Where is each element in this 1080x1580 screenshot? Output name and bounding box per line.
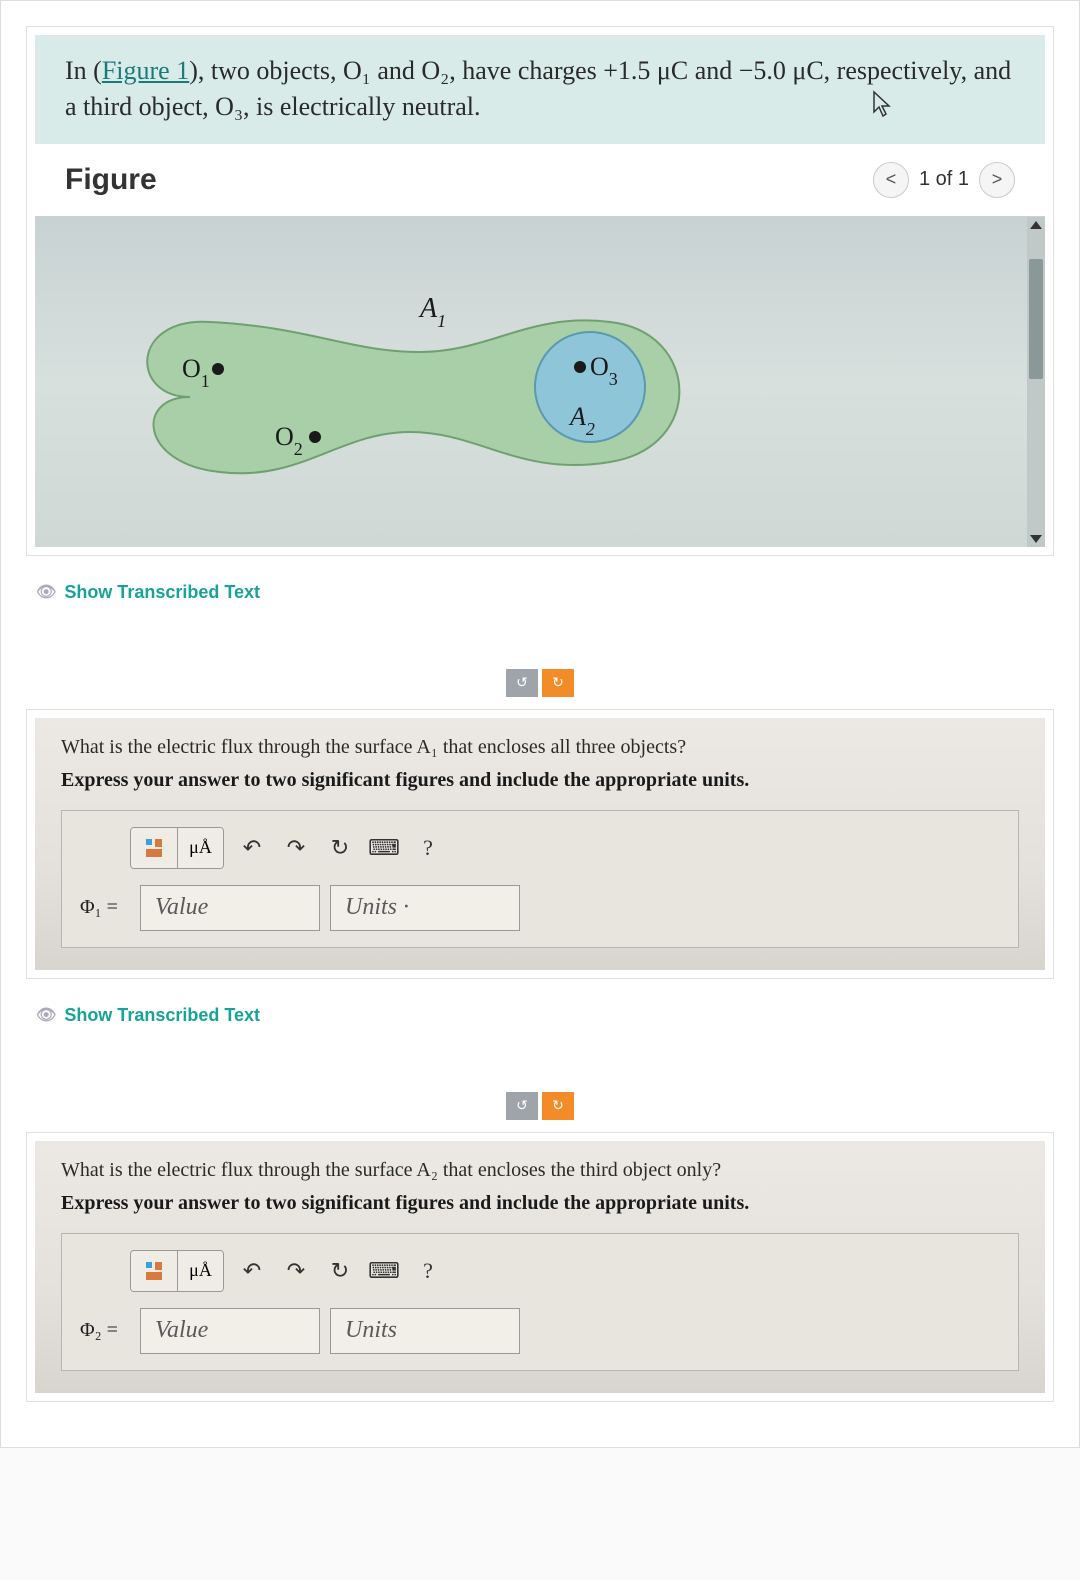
refresh-cw-button[interactable]: ↻: [542, 669, 574, 697]
question-2-card: What is the electric flux through the su…: [26, 1132, 1054, 1402]
show-transcribed-link-1[interactable]: 👁 Show Transcribed Text: [26, 576, 1054, 609]
o1-dot: [212, 363, 224, 375]
units-button[interactable]: μÅ: [177, 1251, 223, 1291]
redo-button[interactable]: ↷: [280, 832, 312, 864]
redo-button[interactable]: ↷: [280, 1255, 312, 1287]
refresh-ccw-button[interactable]: ↺: [506, 1092, 538, 1120]
keyboard-button[interactable]: ⌨: [368, 1255, 400, 1287]
figure-pager: < 1 of 1 >: [873, 162, 1015, 198]
templates-button-group: μÅ: [130, 1250, 224, 1292]
figure-svg: O1 O2 O3 A1 A2: [90, 277, 730, 507]
q1-units-input[interactable]: Units ·: [330, 885, 520, 931]
q2-value-input[interactable]: Value: [140, 1308, 320, 1354]
q1-variable-label: Φ₁ =: [80, 896, 130, 919]
question-1: What is the electric flux through the su…: [35, 718, 1045, 970]
q1-text: What is the electric flux through the su…: [61, 736, 1019, 759]
figure-link[interactable]: Figure 1: [102, 56, 189, 85]
pager-prev-button[interactable]: <: [873, 162, 909, 198]
units-button[interactable]: μÅ: [177, 828, 223, 868]
q2-variable-label: Φ₂ =: [80, 1319, 130, 1342]
show-transcribed-label: Show Transcribed Text: [64, 582, 260, 603]
scroll-down-icon[interactable]: [1030, 535, 1042, 543]
show-transcribed-link-2[interactable]: 👁 Show Transcribed Text: [26, 999, 1054, 1032]
refresh-controls-1: ↺ ↻: [26, 669, 1054, 697]
undo-button[interactable]: ↶: [236, 832, 268, 864]
q1-answer-box: μÅ ↶ ↷ ↻ ⌨ ? Φ₁ = Value Units ·: [61, 810, 1019, 948]
reset-button[interactable]: ↻: [324, 1255, 356, 1287]
q1-instruction: Express your answer to two significant f…: [61, 769, 1019, 792]
q1-input-row: Φ₁ = Value Units ·: [80, 885, 1000, 931]
o2-dot: [309, 431, 321, 443]
problem-body: ), two objects, O₁ and O₂, have charges …: [65, 56, 1011, 121]
help-button[interactable]: ?: [412, 1255, 444, 1287]
scroll-up-icon[interactable]: [1030, 221, 1042, 229]
scroll-thumb[interactable]: [1029, 259, 1043, 379]
q2-toolbar: μÅ ↶ ↷ ↻ ⌨ ?: [80, 1250, 1000, 1292]
keyboard-button[interactable]: ⌨: [368, 832, 400, 864]
o3-dot: [574, 361, 586, 373]
question-1-card: What is the electric flux through the su…: [26, 709, 1054, 979]
q2-text: What is the electric flux through the su…: [61, 1159, 1019, 1182]
problem-prefix: In (: [65, 56, 102, 85]
q1-toolbar: μÅ ↶ ↷ ↻ ⌨ ?: [80, 827, 1000, 869]
question-2: What is the electric flux through the su…: [35, 1141, 1045, 1393]
pager-label: 1 of 1: [919, 168, 969, 191]
a1-label: A1: [418, 293, 446, 331]
figure-title: Figure: [65, 163, 157, 197]
problem-statement: In (Figure 1), two objects, O₁ and O₂, h…: [35, 35, 1045, 144]
eye-icon: 👁: [36, 1005, 56, 1025]
help-button[interactable]: ?: [412, 832, 444, 864]
reset-button[interactable]: ↻: [324, 832, 356, 864]
pager-next-button[interactable]: >: [979, 162, 1015, 198]
refresh-controls-2: ↺ ↻: [26, 1092, 1054, 1120]
q2-input-row: Φ₂ = Value Units: [80, 1308, 1000, 1354]
figure-scrollbar[interactable]: [1027, 217, 1045, 547]
q2-units-input[interactable]: Units: [330, 1308, 520, 1354]
figure-header: Figure < 1 of 1 >: [35, 144, 1045, 217]
problem-card: In (Figure 1), two objects, O₁ and O₂, h…: [26, 26, 1054, 556]
q2-instruction: Express your answer to two significant f…: [61, 1192, 1019, 1215]
refresh-ccw-button[interactable]: ↺: [506, 669, 538, 697]
cursor-icon: [871, 90, 895, 129]
templates-button-group: μÅ: [130, 827, 224, 869]
eye-icon: 👁: [36, 582, 56, 602]
undo-button[interactable]: ↶: [236, 1255, 268, 1287]
fraction-template-button[interactable]: [131, 1251, 177, 1291]
show-transcribed-label: Show Transcribed Text: [64, 1005, 260, 1026]
fraction-template-button[interactable]: [131, 828, 177, 868]
q1-value-input[interactable]: Value: [140, 885, 320, 931]
figure-canvas: O1 O2 O3 A1 A2: [35, 217, 1045, 547]
q2-answer-box: μÅ ↶ ↷ ↻ ⌨ ? Φ₂ = Value Units: [61, 1233, 1019, 1371]
refresh-cw-button[interactable]: ↻: [542, 1092, 574, 1120]
